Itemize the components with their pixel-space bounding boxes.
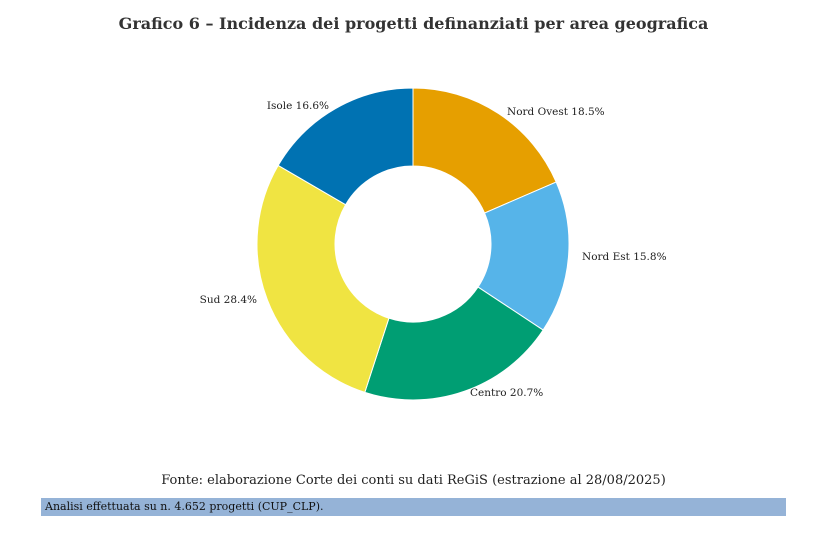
slice-sud	[256, 164, 390, 393]
slice-centro	[364, 286, 544, 401]
analysis-note: Analisi effettuata su n. 4.652 progetti …	[41, 498, 786, 516]
slice-label-nord-est: Nord Est 15.8%	[582, 251, 667, 263]
labels-group: Nord Ovest 18.5% Nord Est 15.8% Centro 20.…	[200, 100, 667, 399]
chart-title: Grafico 6 – Incidenza dei progetti defin…	[118, 14, 709, 33]
slice-label-centro: Centro 20.7%	[470, 387, 543, 399]
slice-label-isole: Isole 16.6%	[267, 100, 329, 112]
slice-nord-ovest	[412, 87, 557, 214]
slice-label-sud: Sud 28.4%	[200, 294, 257, 306]
slices-group	[256, 87, 570, 401]
donut-chart: Nord Ovest 18.5% Nord Est 15.8% Centro 20.…	[200, 87, 667, 401]
source-caption: Fonte: elaborazione Corte dei conti su d…	[161, 473, 666, 488]
slice-isole	[277, 87, 414, 206]
slice-label-nord-ovest: Nord Ovest 18.5%	[507, 106, 605, 118]
